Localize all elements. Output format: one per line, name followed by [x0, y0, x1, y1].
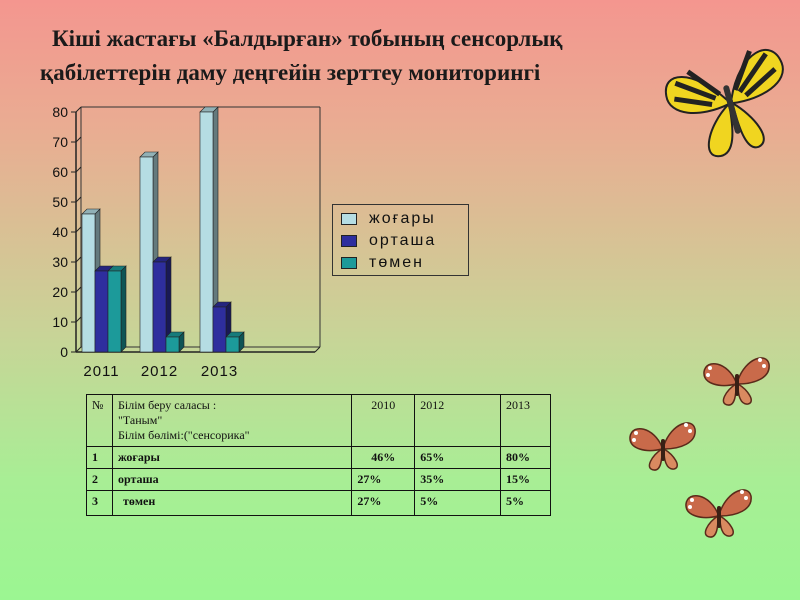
table-header-2013: 2013	[500, 394, 551, 447]
y-tick-depth	[75, 316, 82, 323]
y-tick-label: 20	[52, 284, 68, 300]
y-tick-label: 80	[52, 104, 68, 120]
table-cell: 27%	[351, 490, 416, 516]
slide-title: Кіші жастағы «Балдырған» тобының сенсорл…	[40, 22, 760, 90]
y-tick-label: 40	[52, 224, 68, 240]
table-cell: 2	[86, 468, 113, 491]
table-cell: 35%	[414, 468, 502, 491]
y-tick-label: 70	[52, 134, 68, 150]
bar	[81, 213, 96, 353]
table-cell: төмен	[111, 490, 353, 516]
title-line-2: қабілеттерін даму деңгейін зерттеу монит…	[40, 60, 541, 85]
y-tick-label: 10	[52, 314, 68, 330]
y-tick-label: 0	[60, 344, 68, 360]
x-tick-label: 2011	[83, 363, 119, 380]
bar	[212, 306, 227, 353]
yellow-butterfly-icon	[664, 49, 784, 157]
bar	[94, 270, 109, 353]
table-cell: 80%	[500, 446, 551, 469]
y-tick-depth	[75, 106, 82, 113]
table-cell: 3	[86, 490, 113, 516]
bar-side	[120, 265, 127, 353]
table-cell: 46%	[351, 446, 416, 469]
x-tick-label: 2013	[201, 363, 238, 380]
legend-item-low: төмен	[341, 254, 424, 272]
y-tick-depth	[75, 256, 82, 263]
y-tick-depth	[75, 196, 82, 203]
chart-legend: жоғары орташа төмен	[332, 204, 469, 276]
orange-butterfly-icon	[685, 489, 752, 538]
legend-swatch-medium	[341, 235, 357, 247]
table-cell: 5%	[414, 490, 502, 516]
bar	[139, 156, 154, 353]
orange-butterfly-icon	[629, 422, 696, 471]
table-header-2010: 2010	[351, 394, 416, 447]
table-header-2012: 2012	[414, 394, 502, 447]
table-header-number: №	[86, 394, 113, 447]
legend-swatch-high	[341, 213, 357, 225]
table-cell: 65%	[414, 446, 502, 469]
y-tick-label: 50	[52, 194, 68, 210]
legend-label-medium: орташа	[369, 232, 437, 249]
bar	[152, 261, 167, 353]
table-header-category: Білім беру саласы : "Таным" Білім бөлімі…	[111, 394, 353, 447]
legend-swatch-low	[341, 257, 357, 269]
table-header-row: № Білім беру саласы : "Таным" Білім бөлі…	[86, 394, 551, 447]
title-line-1: Кіші жастағы «Балдырған» тобының сенсорл…	[52, 26, 563, 51]
bar	[225, 336, 240, 353]
table-cell: орташа	[111, 468, 353, 491]
bar	[199, 111, 214, 353]
legend-label-high: жоғары	[369, 210, 436, 227]
y-tick-depth	[75, 286, 82, 293]
legend-item-medium: орташа	[341, 232, 436, 250]
table-cell: 27%	[351, 468, 416, 491]
bar	[107, 270, 122, 353]
results-table: № Білім беру саласы : "Таным" Білім бөлі…	[86, 394, 551, 516]
y-tick-label: 60	[52, 164, 68, 180]
bar-chart: 0 10 20 30 40 50 60 70 80 2011 2012 2013	[52, 104, 321, 380]
table-cell: 15%	[500, 468, 551, 491]
x-axis-depth	[314, 346, 321, 353]
table-cell: 1	[86, 446, 113, 469]
legend-item-high: жоғары	[341, 210, 436, 228]
table-cell: 5%	[500, 490, 551, 516]
table-row: 3 төмен 27% 5% 5%	[86, 490, 551, 516]
table-row: 2 орташа 27% 35% 15%	[86, 468, 551, 491]
legend-label-low: төмен	[369, 254, 424, 271]
table-row: 1 жоғары 46% 65% 80%	[86, 446, 551, 469]
x-tick-label: 2012	[141, 363, 178, 380]
y-tick-depth	[75, 226, 82, 233]
y-tick-depth	[75, 166, 82, 173]
table-cell: жоғары	[111, 446, 353, 469]
y-tick-depth	[75, 346, 82, 353]
bar	[165, 336, 180, 353]
y-tick-depth	[75, 136, 82, 143]
orange-butterfly-icon	[703, 357, 770, 406]
y-tick-label: 30	[52, 254, 68, 270]
